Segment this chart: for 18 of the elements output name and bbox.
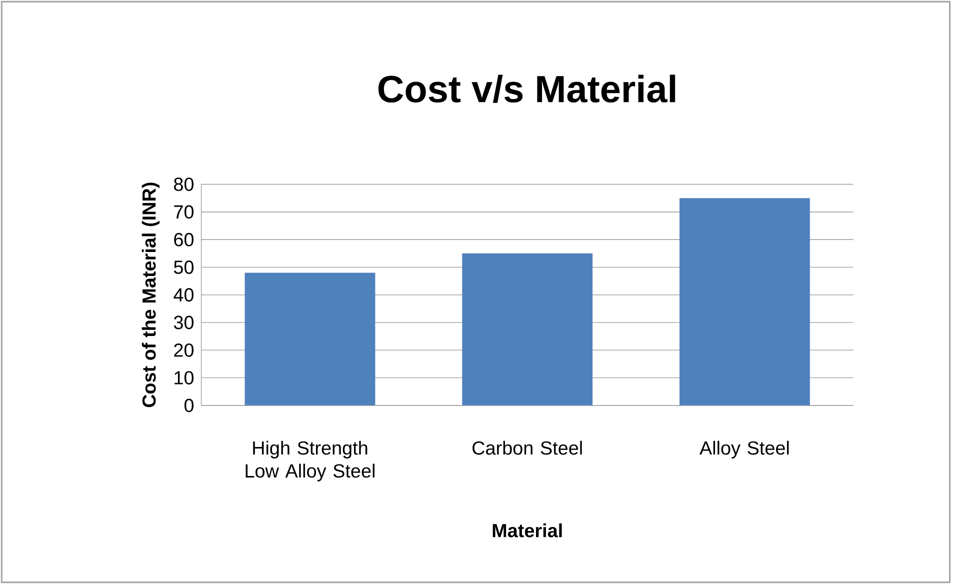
bar bbox=[462, 253, 593, 406]
y-tick-label: 10 bbox=[174, 371, 194, 384]
y-tick-label: 80 bbox=[174, 178, 194, 191]
y-tick-label: 20 bbox=[174, 343, 194, 357]
y-axis-title: Cost of the Material (INR) bbox=[142, 182, 160, 408]
y-tick-label: 50 bbox=[174, 260, 194, 274]
y-tick-label: 60 bbox=[174, 232, 194, 246]
bar bbox=[244, 272, 376, 406]
x-tick-label: Alloy Steel bbox=[699, 440, 789, 458]
y-tick-label: 70 bbox=[174, 205, 194, 219]
y-tick-label: 0 bbox=[184, 398, 194, 412]
y-tick-label: 30 bbox=[174, 316, 194, 330]
bar bbox=[680, 198, 810, 406]
y-tick-label: 40 bbox=[174, 288, 194, 302]
x-axis-title: Material bbox=[492, 523, 562, 538]
x-tick-label: Carbon Steel bbox=[472, 440, 582, 455]
chart-title: Cost v/s Material bbox=[378, 74, 676, 103]
x-tick-label: High Strength Low Alloy Steel bbox=[246, 440, 374, 482]
